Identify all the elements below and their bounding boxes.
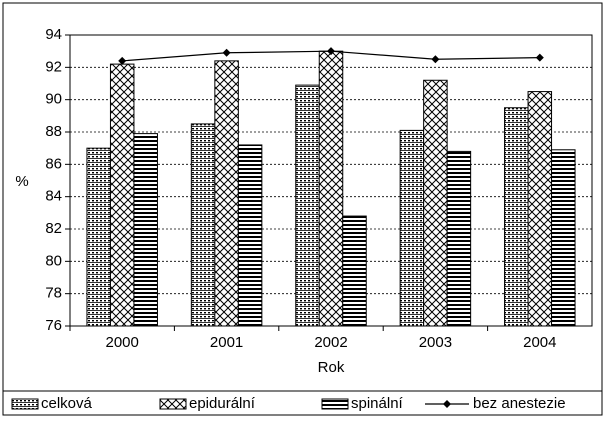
x-tick-label: 2003 [419,334,452,351]
bar [190,123,216,327]
bar [446,150,472,327]
x-tick-label: 2004 [523,334,556,351]
y-axis-title: % [15,173,28,190]
legend-swatch [159,398,187,410]
marker [222,48,231,57]
legend-label: bez anestezie [473,395,566,412]
y-tick-label: 80 [45,252,62,269]
marker [118,56,127,65]
bar [423,79,448,327]
y-tick-label: 76 [45,317,62,334]
x-tick-label: 2001 [210,334,243,351]
legend-swatch [443,400,451,408]
bar [237,144,263,327]
legend-label: epidurální [189,395,256,412]
y-tick-label: 92 [45,58,62,75]
x-tick-label: 2000 [106,334,139,351]
x-axis-title: Rok [318,359,345,376]
bar [342,215,367,327]
legend-label: celková [41,395,93,412]
y-tick-label: 88 [45,123,62,140]
y-tick-label: 78 [45,285,62,302]
frame [2,2,603,416]
bar [504,107,529,327]
legend-swatch [11,398,39,410]
y-tick-label: 82 [45,220,62,237]
legend-label: spinální [351,395,404,412]
x-tick-label: 2002 [314,334,347,351]
y-tick-label: 84 [45,188,62,205]
y-tick-label: 86 [45,155,62,172]
bar [86,147,111,327]
marker [431,55,440,64]
marker [327,47,335,56]
bar [399,129,425,327]
y-tick-label: 90 [45,91,62,108]
bar [527,91,553,327]
bar [109,63,135,327]
marker [535,53,544,62]
legend-swatch [321,398,349,410]
bar [214,60,239,327]
bar [318,50,344,327]
bar [133,133,158,327]
bar [551,149,576,327]
bar [295,84,320,327]
y-tick-label: 94 [45,26,62,43]
